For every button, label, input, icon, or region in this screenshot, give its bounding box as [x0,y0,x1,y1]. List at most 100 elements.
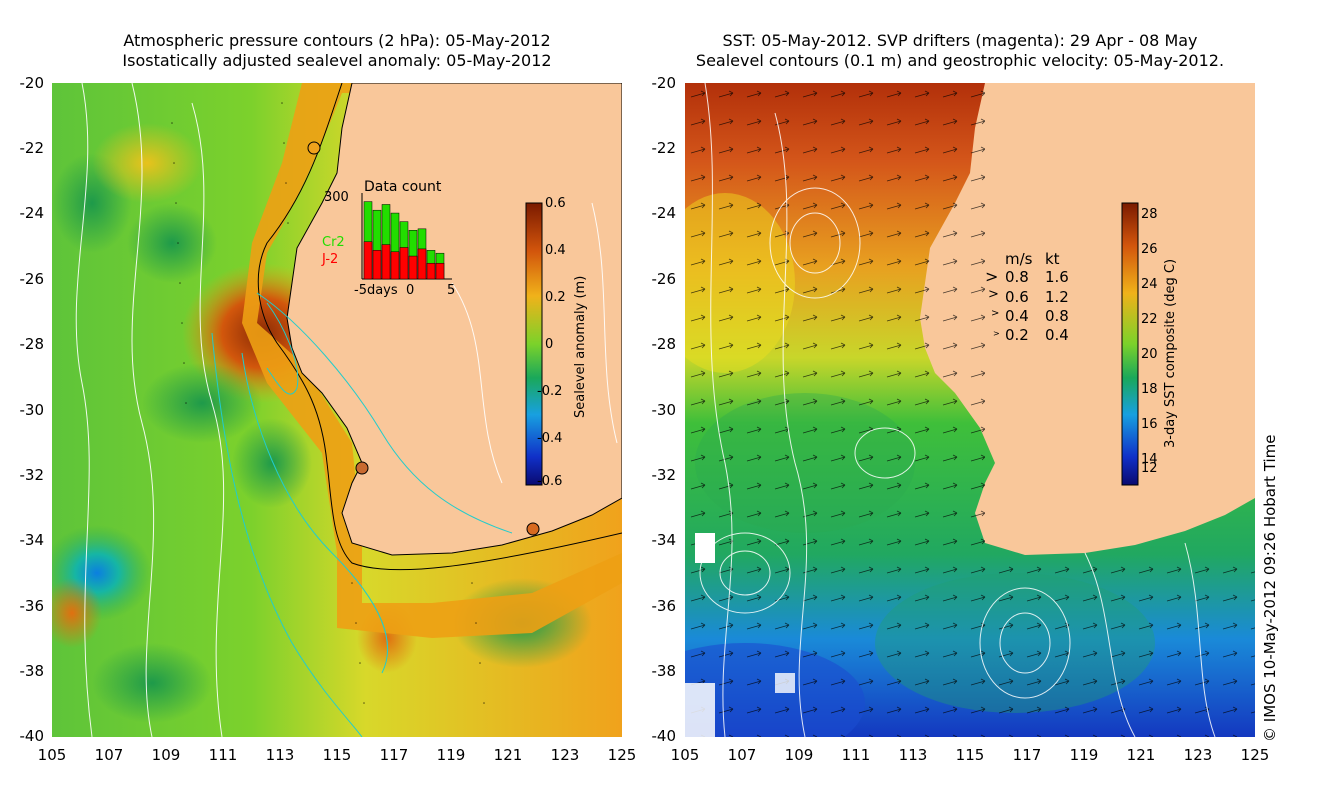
right-x-tick: 121 [1126,746,1156,764]
left-y-tick: -36 [19,597,45,615]
left-cb-tick: -0.6 [537,474,563,489]
inset-xlabel-left: -5days [354,283,398,298]
right-map [685,83,1255,737]
legend-header-kt: kt [1045,250,1060,268]
histogram-bar-j2 [435,262,445,280]
left-y-tick: -38 [19,662,45,680]
right-x-tick: 113 [898,746,928,764]
left-x-tick: 113 [265,746,295,764]
left-x-tick: 117 [379,746,409,764]
legend-ms: 0.8 [1005,268,1029,286]
right-cb-tick: 12 [1141,461,1158,476]
inset-ymax: 300 [324,190,349,205]
right-y-tick: -24 [651,204,677,222]
legend-header-ms: m/s [1005,250,1033,268]
left-cb-tick: 0 [545,337,554,352]
histogram-bar-j2 [399,247,409,280]
left-title-line1: Atmospheric pressure contours (2 hPa): 0… [123,31,551,50]
right-y-tick: -34 [651,531,677,549]
left-y-tick: -28 [19,335,45,353]
left-y-tick: -26 [19,270,45,288]
histogram-bar-j2 [381,244,391,280]
legend-ms: 0.2 [1005,326,1029,344]
velocity-legend: m/s kt > 0.8 1.6 > 0.6 1.2 > 0.4 0.8 > 0… [985,250,1075,350]
velocity-arrow-icon: > [993,329,1000,338]
right-x-tick: 115 [955,746,985,764]
left-x-tick: 121 [493,746,523,764]
right-x-tick: 125 [1240,746,1270,764]
left-cb-tick: 0.6 [545,196,566,211]
left-y-tick: -22 [19,139,45,157]
right-x-axis: 105 107 109 111 113 115 117 119 121 123 … [665,746,1275,768]
inset-xlabel-mid: 0 [406,283,415,298]
left-title-line2: Isostatically adjusted sealevel anomaly:… [122,51,552,70]
right-cb-tick: 22 [1141,312,1158,327]
histogram-bar-j2 [408,255,418,280]
legend-kt: 0.4 [1045,326,1069,344]
left-y-tick: -20 [19,74,45,92]
right-colorbar-label: 3-day SST composite (deg C) [1163,258,1178,448]
histogram-bar-j2 [417,248,427,280]
left-cb-tick: -0.4 [537,431,563,446]
histogram-bar-j2 [390,251,400,280]
right-cb-tick: 24 [1141,277,1158,292]
right-cb-tick: 18 [1141,382,1158,397]
right-x-tick: 117 [1012,746,1042,764]
left-map [52,83,622,737]
right-x-tick: 111 [841,746,871,764]
left-x-tick: 123 [550,746,580,764]
right-y-tick: -28 [651,335,677,353]
right-cb-tick: 20 [1141,347,1158,362]
left-colorbar-ticks: 0.6 0.4 0.2 0 -0.2 -0.4 -0.6 [537,196,585,496]
left-x-tick: 111 [208,746,238,764]
right-x-tick: 107 [727,746,757,764]
left-cb-tick: -0.2 [537,384,563,399]
right-cb-tick: 16 [1141,417,1158,432]
right-y-tick: -20 [651,74,677,92]
left-x-tick: 109 [151,746,181,764]
left-cb-tick: 0.2 [545,290,566,305]
left-x-tick: 119 [436,746,466,764]
right-cb-tick: 26 [1141,242,1158,257]
left-x-axis: 105 107 109 111 113 115 117 119 121 123 … [32,746,642,768]
right-x-tick: 123 [1183,746,1213,764]
left-y-axis: -20 -22 -24 -26 -28 -30 -32 -34 -36 -38 … [4,74,48,754]
left-cb-tick: 0.4 [545,243,566,258]
left-x-tick: 125 [607,746,637,764]
left-y-tick: -34 [19,531,45,549]
legend-kt: 1.6 [1045,268,1069,286]
histogram-bar-j2 [372,250,382,280]
velocity-arrow-icon: > [985,267,999,286]
credit-text: © IMOS 10-May-2012 09:26 Hobart Time [1261,434,1279,742]
left-y-tick: -32 [19,466,45,484]
inset-xlabel-right: 5 [447,283,456,298]
right-x-tick: 105 [670,746,700,764]
right-colorbar [1121,202,1139,486]
data-count-inset [361,193,452,280]
velocity-arrow-icon: > [988,287,999,302]
right-cb-tick: 14 [1141,452,1158,467]
right-y-tick: -26 [651,270,677,288]
right-y-tick: -32 [651,466,677,484]
left-y-tick: -40 [19,727,45,745]
legend-kt: 0.8 [1045,307,1069,325]
left-y-tick: -24 [19,204,45,222]
right-title-line1: SST: 05-May-2012. SVP drifters (magenta)… [722,31,1198,50]
right-x-tick: 119 [1069,746,1099,764]
left-x-tick: 107 [94,746,124,764]
right-y-tick: -30 [651,401,677,419]
left-y-tick: -30 [19,401,45,419]
right-y-tick: -36 [651,597,677,615]
right-title-line2: Sealevel contours (0.1 m) and geostrophi… [695,51,1225,70]
histogram-bar-j2 [363,241,373,280]
right-cb-tick: 28 [1141,207,1158,222]
right-y-axis: -20 -22 -24 -26 -28 -30 -32 -34 -36 -38 … [636,74,680,754]
histogram-bar-j2 [426,262,436,280]
legend-ms: 0.4 [1005,307,1029,325]
left-x-tick: 115 [322,746,352,764]
left-colorbar [525,202,543,486]
left-colorbar-label: Sealevel anomaly (m) [573,275,588,418]
legend-j2: J-2 [322,252,339,267]
right-x-tick: 109 [784,746,814,764]
inset-title: Data count [364,179,442,195]
